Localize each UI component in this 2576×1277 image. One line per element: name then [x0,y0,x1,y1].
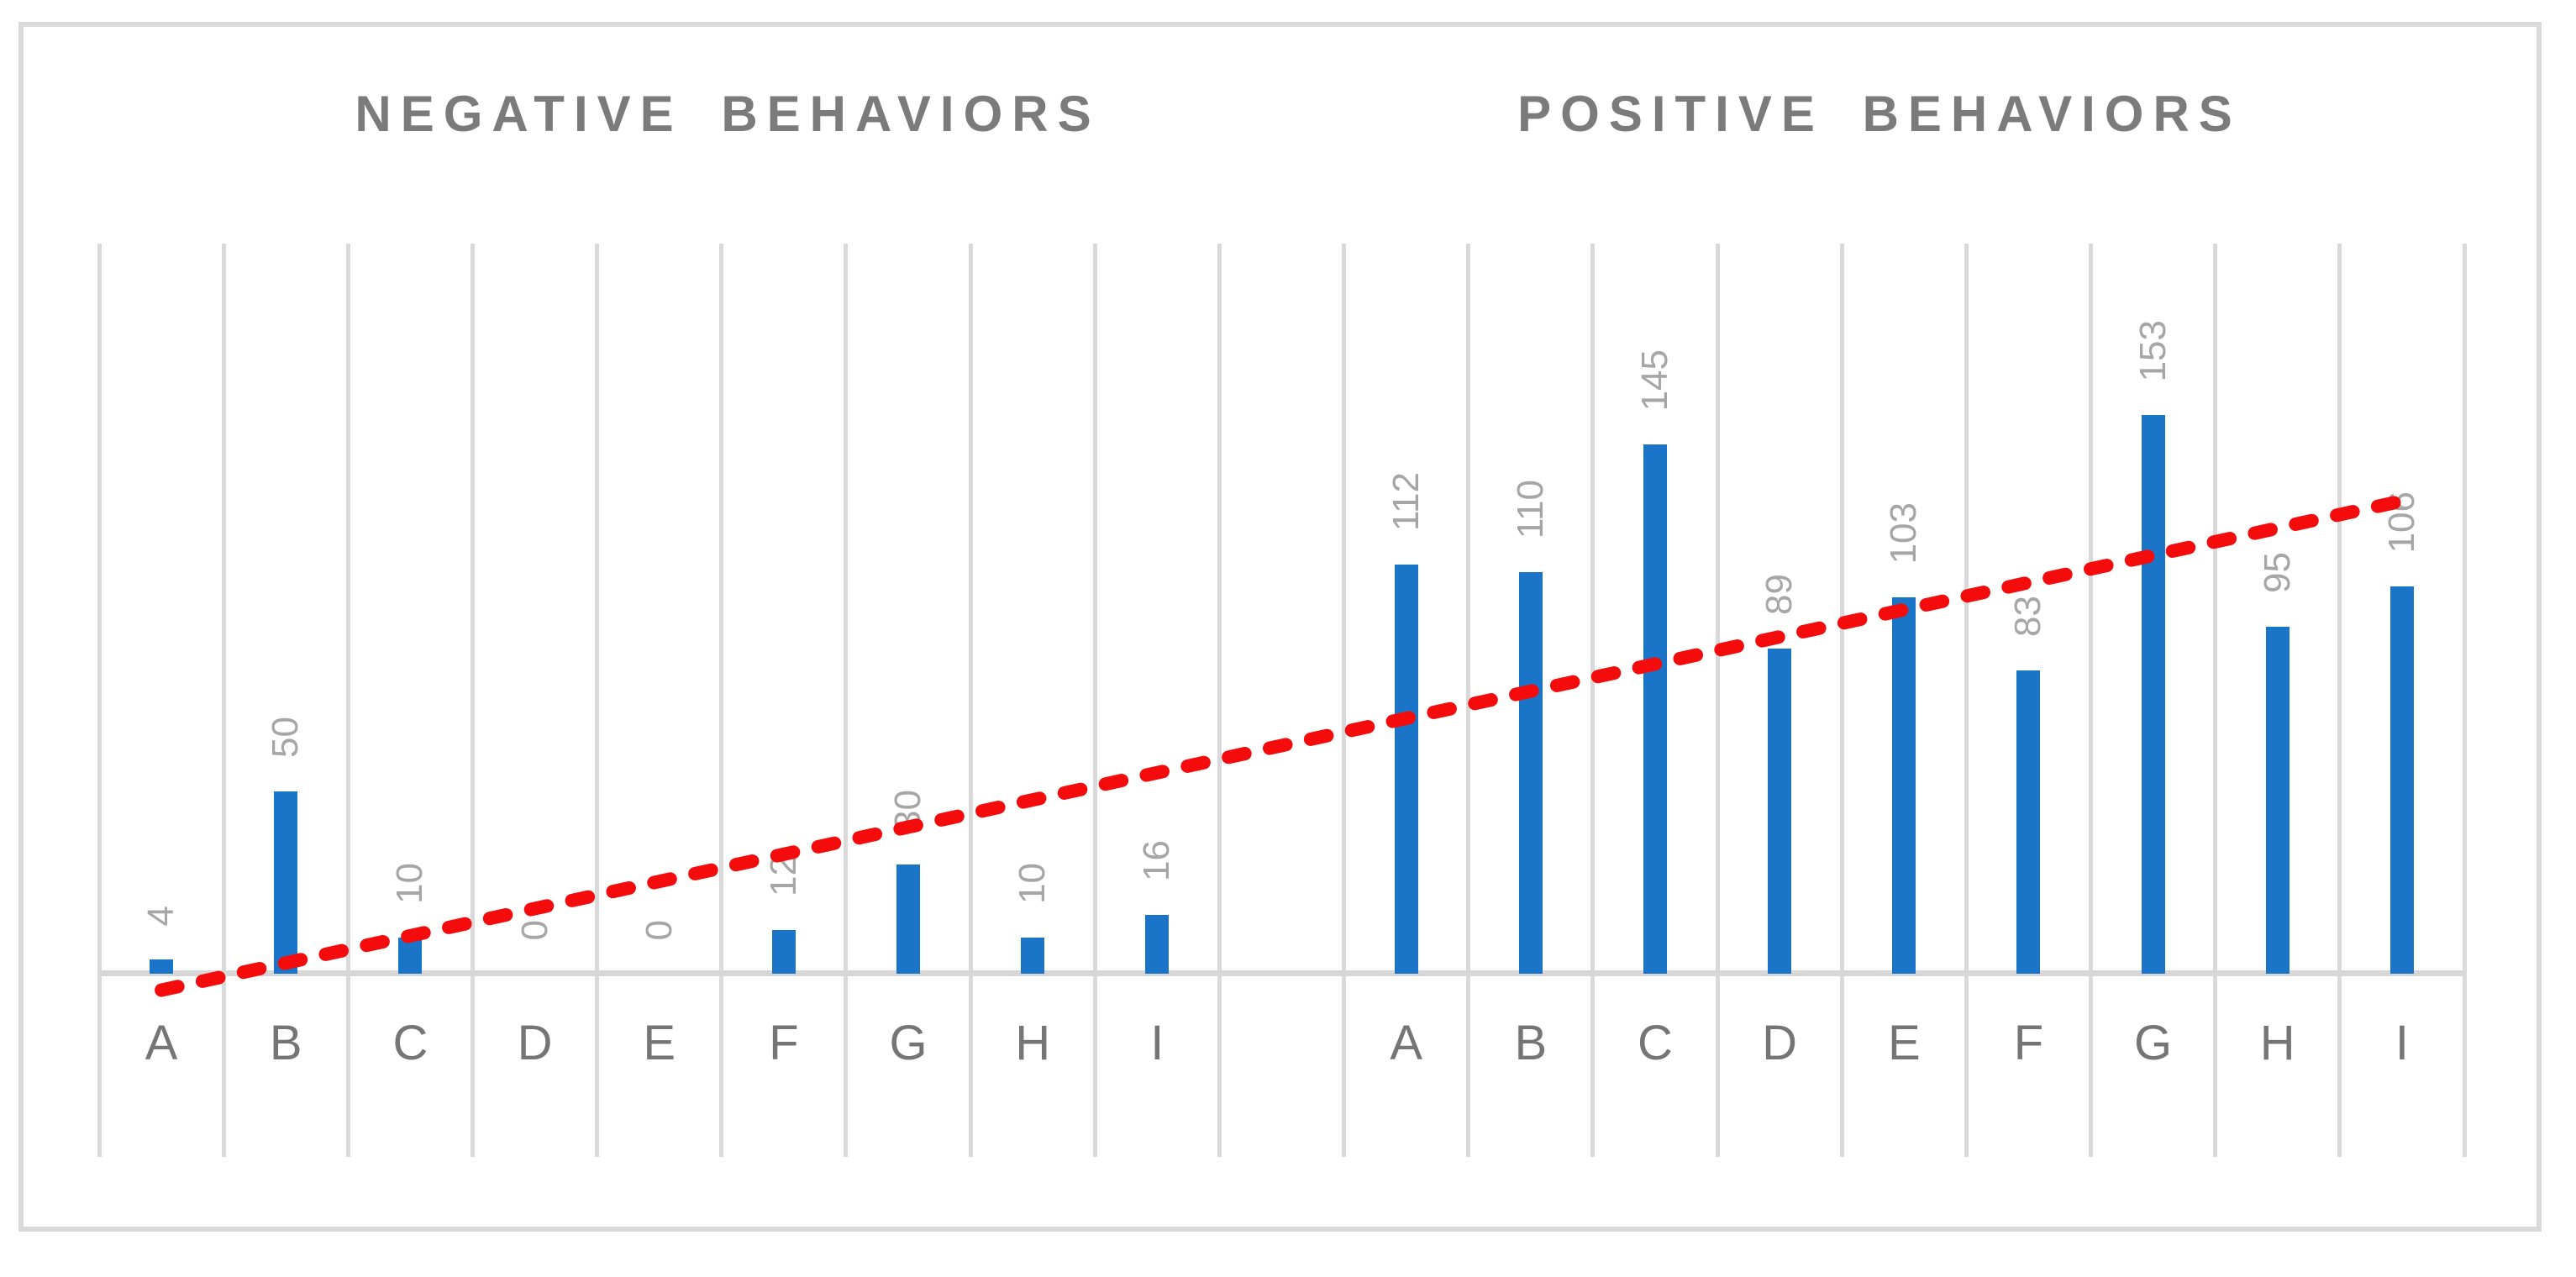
bar [896,864,921,974]
bar [2389,586,2414,974]
data-label: 145 [1633,349,1675,411]
bar [1021,938,1045,974]
bar [398,938,423,974]
gridline [97,244,102,1157]
category-label: D [517,1016,553,1070]
data-label: 95 [2256,552,2298,593]
bar [1643,444,1667,974]
data-label: 50 [265,717,307,758]
bar [771,930,796,974]
data-label: 89 [1759,574,1801,615]
data-label: 153 [2132,319,2174,381]
bar [1394,565,1418,974]
category-label: E [1887,1016,1921,1070]
category-label: H [2259,1016,2295,1070]
category-label: B [1514,1016,1548,1070]
data-label: 110 [1509,479,1551,539]
category-label: G [2134,1016,2173,1070]
data-label: 0 [513,919,555,940]
category-label: C [1638,1016,1673,1070]
negative-behaviors-title: NEGATIVE BEHAVIORS [355,86,1101,142]
data-label: 10 [389,863,431,904]
category-label: I [1150,1016,1164,1070]
category-label: C [392,1016,428,1070]
positive-behaviors-title: POSITIVE BEHAVIORS [1517,86,2242,142]
bar [1145,915,1170,974]
bar [2141,415,2165,974]
data-label: 10 [1012,863,1054,904]
bar [1768,649,1792,974]
bar [274,791,298,974]
category-label: E [643,1016,676,1070]
data-label: 112 [1385,471,1427,531]
bar [1892,597,1916,974]
data-label: 16 [1136,840,1178,881]
category-label: I [2395,1016,2409,1070]
bar [2016,670,2041,974]
category-label: B [269,1016,302,1070]
x-axis-line [99,970,2464,976]
category-label: F [769,1016,799,1070]
category-label: H [1015,1016,1051,1070]
bar [150,959,174,974]
category-label: D [1762,1016,1798,1070]
category-label: A [1390,1016,1422,1070]
data-label: 106 [2380,491,2422,553]
data-label: 4 [140,905,182,926]
bar [1518,572,1543,974]
gridline [2462,244,2467,1157]
category-label: F [2013,1016,2044,1070]
data-label: 12 [762,855,804,896]
bar [2265,627,2289,974]
data-label: 0 [638,919,680,940]
data-label: 83 [2007,596,2049,637]
data-label: 30 [887,790,929,831]
category-label: G [889,1016,928,1070]
data-label: 103 [1883,502,1925,564]
category-label: A [145,1016,178,1070]
